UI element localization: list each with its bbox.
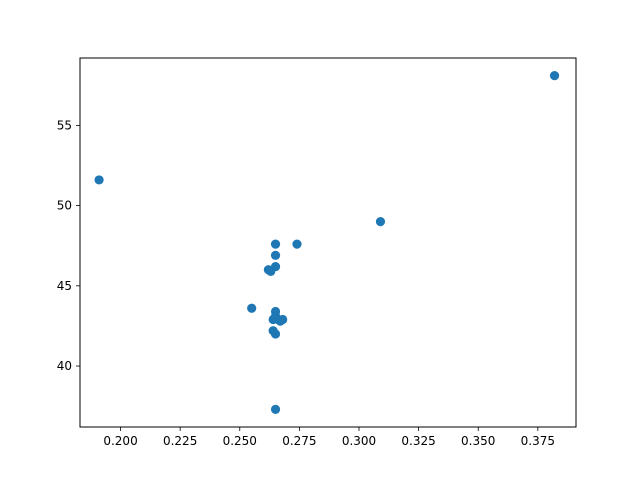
data-point — [270, 404, 281, 414]
x-tick-label: 0.225 — [163, 434, 197, 448]
x-tick-label: 0.300 — [342, 434, 376, 448]
y-tick-label: 45 — [57, 279, 72, 293]
x-tick-label: 0.250 — [223, 434, 257, 448]
x-tick-label: 0.275 — [282, 434, 316, 448]
data-point — [247, 303, 257, 313]
x-tick-label: 0.325 — [401, 434, 435, 448]
x-tick-label: 0.200 — [103, 434, 137, 448]
data-point — [268, 314, 278, 325]
data-points — [94, 71, 560, 414]
data-point — [270, 250, 281, 260]
data-point — [549, 71, 560, 81]
data-point — [275, 316, 285, 326]
data-point — [266, 266, 276, 276]
y-tick-label: 40 — [57, 359, 72, 373]
data-point — [94, 175, 104, 185]
x-axis: 0.200 0.225 0.250 0.275 0.300 0.325 0.350 0.375 — [103, 427, 555, 448]
data-point — [270, 329, 281, 339]
y-tick-label: 55 — [57, 118, 72, 132]
y-axis: 40 45 50 55 — [57, 118, 80, 373]
y-tick-label: 50 — [57, 199, 72, 213]
data-point — [375, 217, 386, 227]
plot-frame — [79, 57, 577, 428]
data-point — [270, 239, 281, 249]
data-point — [292, 239, 302, 249]
x-tick-label: 0.375 — [521, 434, 555, 448]
x-tick-label: 0.350 — [461, 434, 495, 448]
